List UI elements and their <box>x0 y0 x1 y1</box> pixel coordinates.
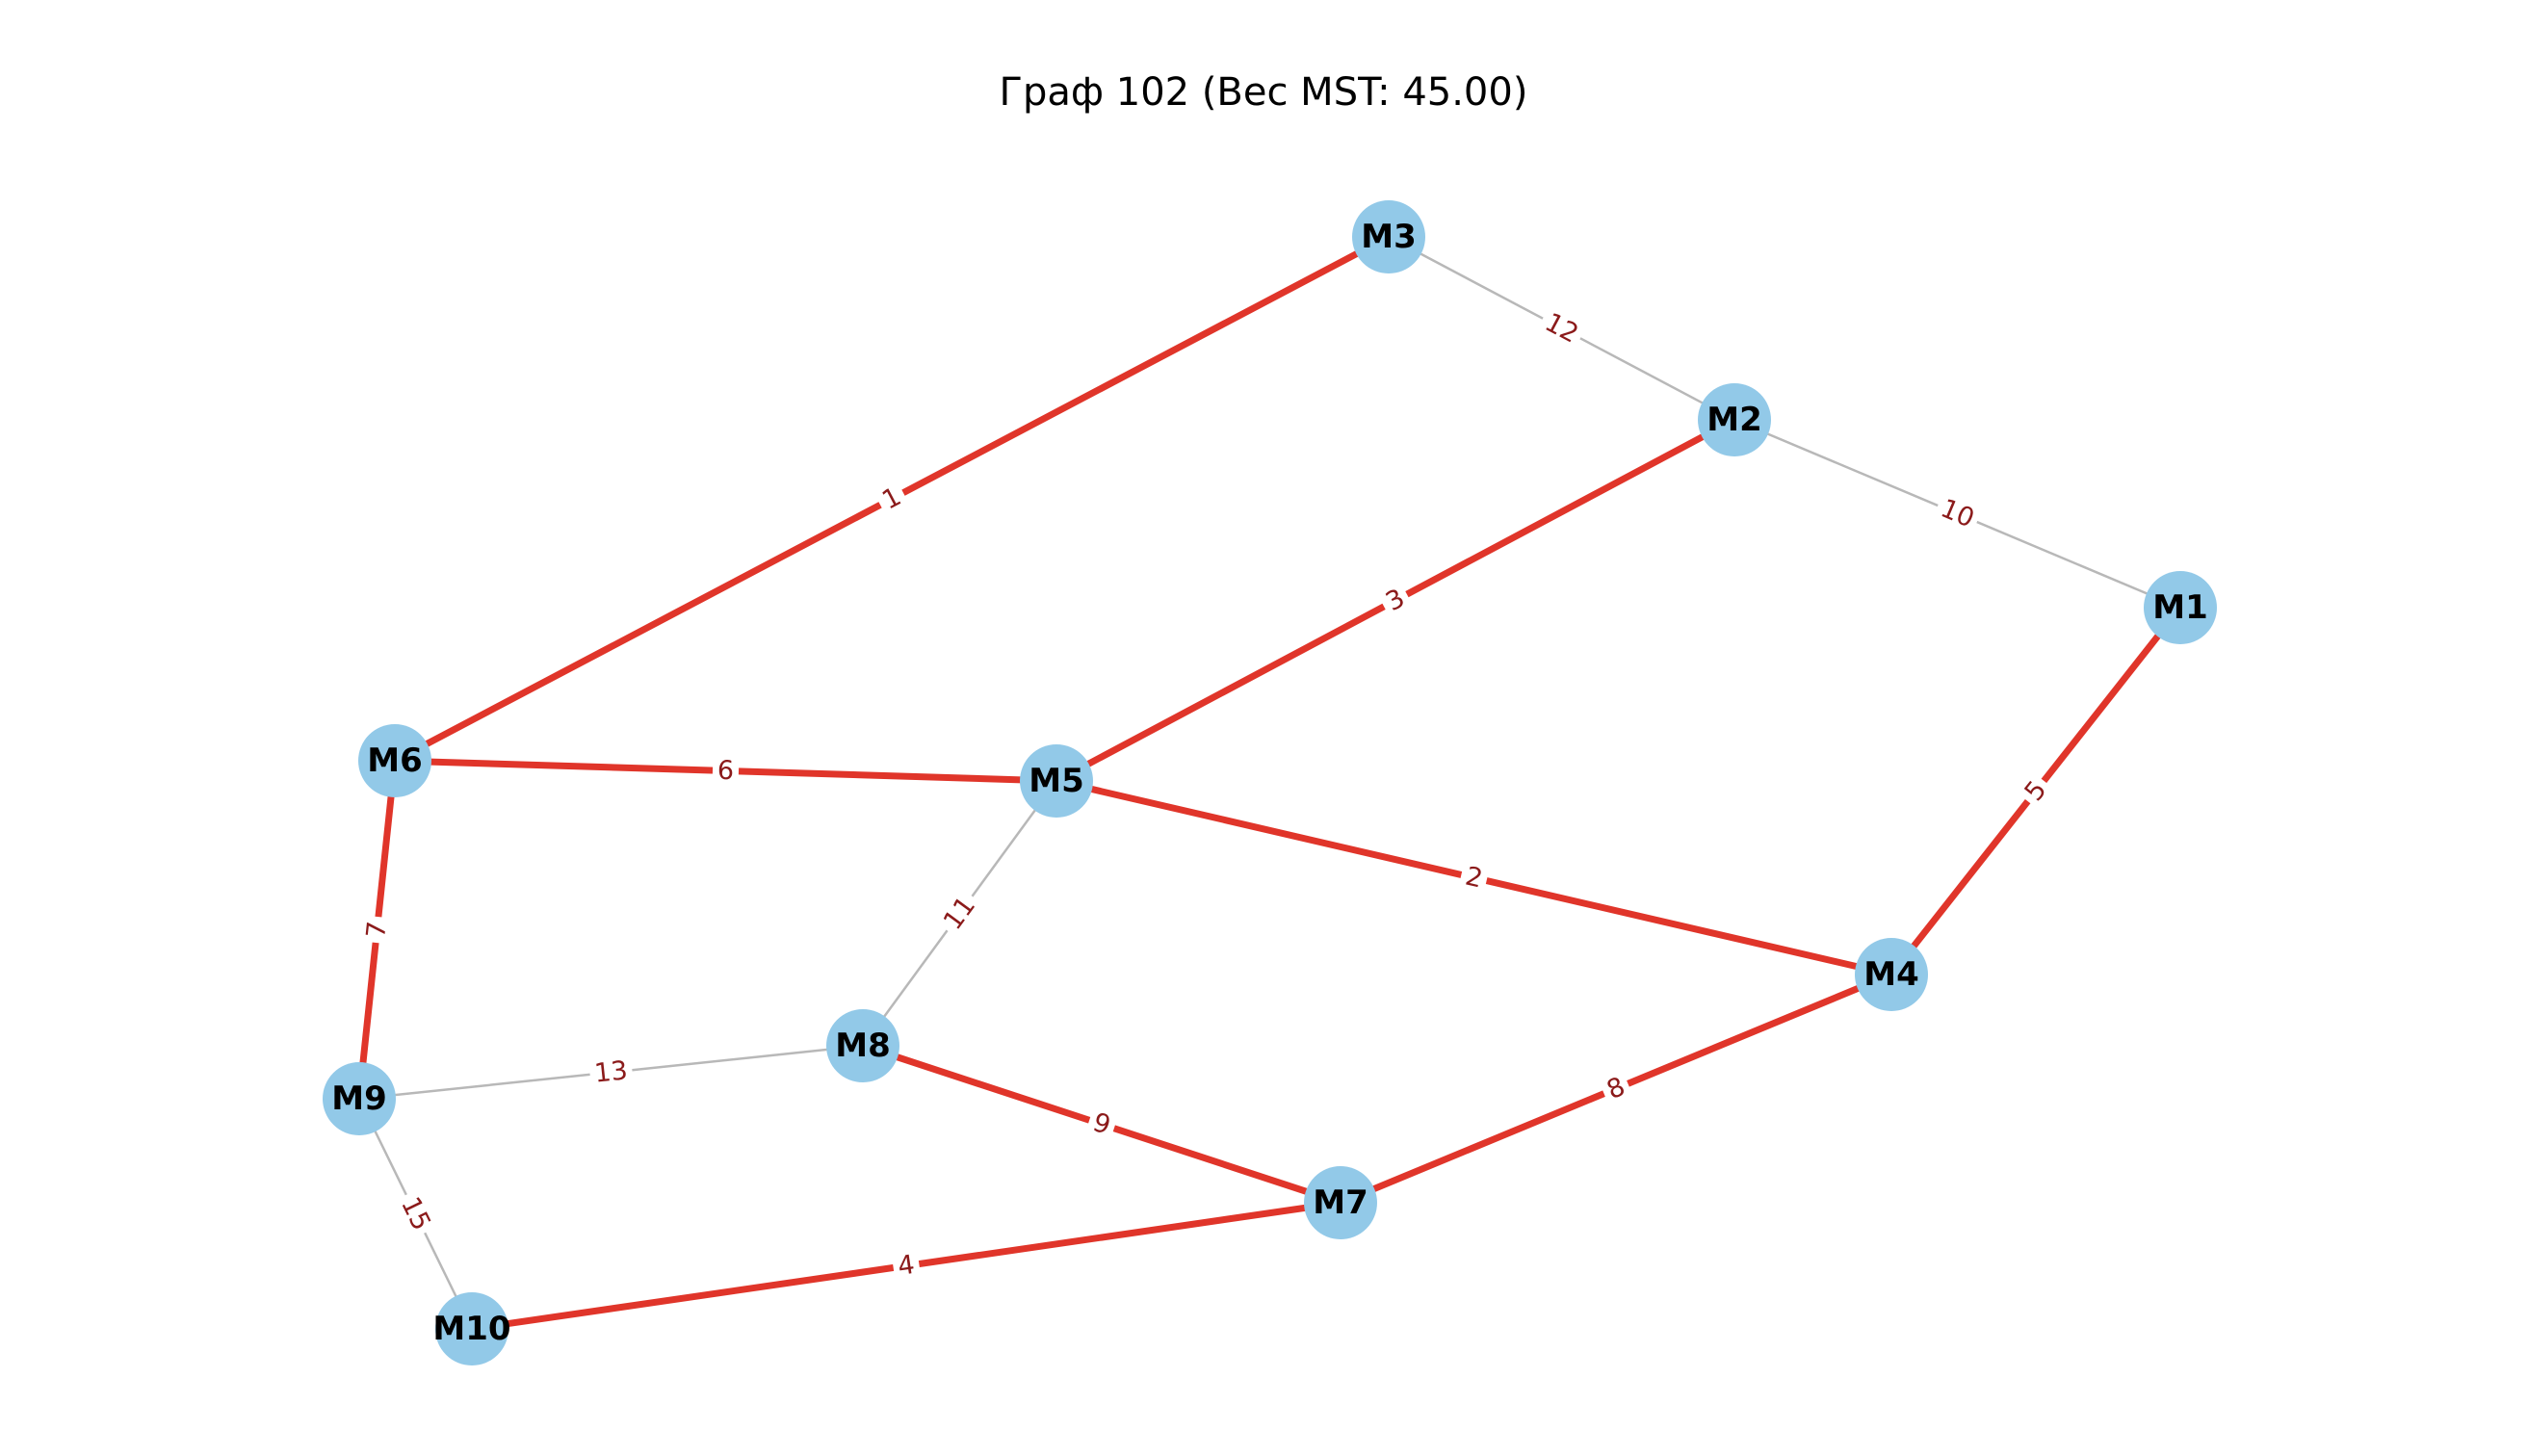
node-m10: M10 <box>432 1292 511 1365</box>
node-circle <box>1698 383 1771 456</box>
edge-weight-label: 9 <box>1084 1106 1119 1142</box>
edge-weight-label-background <box>1377 581 1414 620</box>
node-circle <box>323 1062 396 1135</box>
edge-weight-text: 11 <box>938 891 981 935</box>
node-m4: M4 <box>1855 938 1928 1011</box>
node-label: M5 <box>1029 762 1084 800</box>
nodes-layer: M1 M2 M3 M4 M5 M6 M7 M8 M9 M10 <box>323 200 2217 1365</box>
node-circle <box>2144 571 2217 644</box>
edge-weight-label: 4 <box>891 1249 922 1283</box>
edge-weight-label-background <box>361 915 393 945</box>
edge-weight-label: 11 <box>935 887 984 940</box>
edge-weight-label-background <box>935 887 984 940</box>
edge-weight-text: 4 <box>896 1250 916 1282</box>
node-m6: M6 <box>358 724 431 797</box>
node-circle <box>1304 1166 1377 1239</box>
edge-weight-label-background <box>1457 860 1491 896</box>
node-m9: M9 <box>323 1062 396 1135</box>
edge-weight-label-background <box>2016 771 2056 811</box>
edge-weight-label-background <box>393 1188 438 1239</box>
edge-weight-label: 2 <box>1457 860 1491 896</box>
node-m1: M1 <box>2144 571 2217 644</box>
graph-title: Граф 102 (Вес MST: 45.00) <box>999 70 1528 115</box>
node-label: M10 <box>432 1310 510 1348</box>
edge-weight-label: 6 <box>712 756 740 787</box>
edge-weight-label-background <box>873 480 910 518</box>
node-circle <box>435 1292 508 1365</box>
node-m3: M3 <box>1352 200 1425 273</box>
edge-weight-text: 13 <box>593 1055 629 1088</box>
edge-weight-label-background <box>588 1055 634 1089</box>
node-label: M9 <box>331 1079 387 1118</box>
node-m5: M5 <box>1020 744 1093 818</box>
node-circle <box>1855 938 1928 1011</box>
node-m2: M2 <box>1698 383 1771 456</box>
edge-weight-label: 8 <box>1598 1070 1634 1107</box>
node-label: M1 <box>2152 588 2208 627</box>
edge-weight-label: 12 <box>1536 305 1587 351</box>
edge-weight-label: 15 <box>393 1188 438 1239</box>
node-circle <box>826 1009 899 1082</box>
edge-weight-label: 13 <box>588 1055 634 1089</box>
edge-weight-label: 7 <box>361 915 393 945</box>
node-circle <box>358 724 431 797</box>
edge-weight-label-background <box>891 1249 922 1283</box>
edge-weight-text: 7 <box>361 920 393 939</box>
edges-layer <box>355 233 2184 1333</box>
node-label: M3 <box>1361 218 1417 256</box>
node-m8: M8 <box>826 1009 899 1082</box>
node-label: M2 <box>1706 401 1762 439</box>
edge-weight-label-background <box>1084 1106 1119 1142</box>
node-label: M7 <box>1313 1183 1368 1222</box>
edge-weight-label: 10 <box>1932 492 1983 535</box>
edge-weight-label-background <box>1536 305 1587 351</box>
edge-weight-text: 6 <box>716 756 734 787</box>
edge-weight-label-background <box>1932 492 1983 535</box>
edge-weight-label-background <box>712 756 740 786</box>
edge-weight-label-background <box>1598 1070 1634 1107</box>
edge-weight-label: 1 <box>873 480 910 518</box>
node-circle <box>1352 200 1425 273</box>
node-circle <box>1020 744 1093 818</box>
node-label: M4 <box>1863 955 1919 994</box>
node-label: M6 <box>367 741 423 780</box>
edge-weight-label: 3 <box>1377 581 1414 620</box>
edge-weight-text: 2 <box>1463 861 1486 894</box>
node-m7: M7 <box>1304 1166 1377 1239</box>
node-label: M8 <box>835 1027 891 1065</box>
